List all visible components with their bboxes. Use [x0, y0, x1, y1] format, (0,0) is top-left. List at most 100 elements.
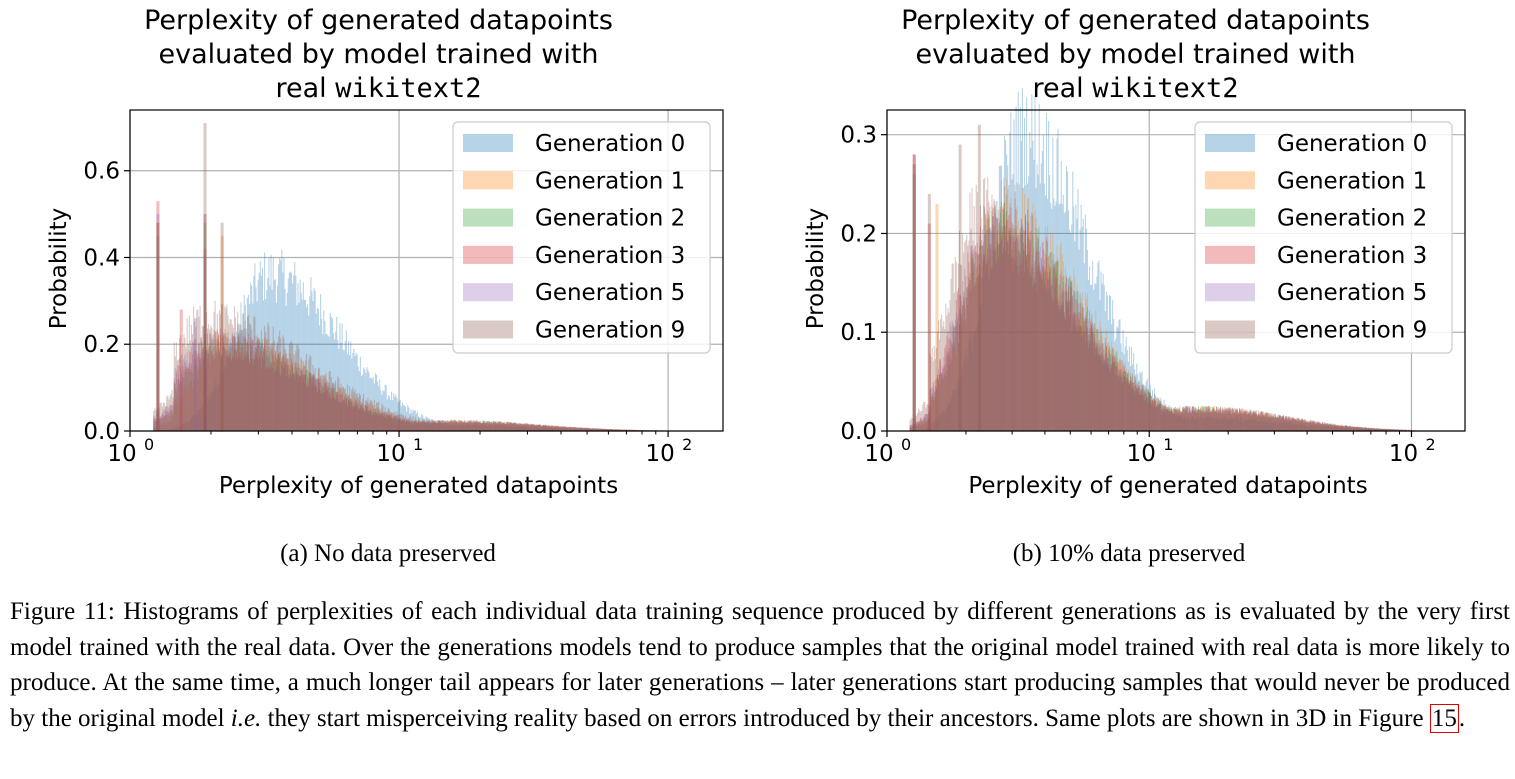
histogram-bar	[168, 412, 170, 431]
histogram-bar	[1258, 414, 1260, 431]
histogram-bar	[560, 426, 562, 431]
histogram-bar	[356, 354, 358, 431]
histogram-bar	[182, 365, 184, 431]
histogram-bar	[199, 411, 201, 431]
histogram-bar	[338, 387, 340, 431]
histogram-bar	[1075, 204, 1077, 431]
histogram-bar	[1034, 96, 1036, 432]
chart-title: Perplexity of generated datapoints evalu…	[0, 4, 757, 106]
histogram-bar	[372, 405, 374, 431]
histogram-bar	[549, 428, 551, 431]
histogram-bar	[450, 421, 452, 431]
histogram-bar	[527, 425, 529, 431]
histogram-bar	[509, 424, 511, 431]
histogram-bar	[927, 428, 929, 431]
histogram-bar	[1258, 422, 1260, 431]
histogram-bar	[493, 421, 495, 431]
histogram-bar	[216, 389, 218, 431]
histogram-bar	[1164, 406, 1166, 431]
histogram-bar	[588, 428, 590, 431]
histogram-bar	[514, 422, 516, 431]
histogram-bar	[309, 371, 311, 431]
histogram-bar	[360, 411, 363, 431]
histogram-bar	[1296, 418, 1298, 431]
histogram-bar	[1216, 409, 1219, 431]
histogram-bar	[483, 423, 485, 431]
histogram-bar	[1063, 317, 1065, 431]
histogram-bar	[988, 201, 990, 431]
histogram-bar	[289, 342, 291, 431]
histogram-bar	[1018, 263, 1020, 431]
histogram-bar	[430, 418, 432, 431]
histogram-bar	[571, 427, 573, 431]
histogram-bar	[914, 422, 916, 431]
histogram-bar	[1298, 418, 1300, 431]
histogram-bar	[241, 343, 243, 431]
histogram-bar	[914, 425, 916, 431]
histogram-bar	[1170, 408, 1172, 431]
histogram-bar	[1121, 382, 1123, 431]
histogram-bar	[1316, 421, 1318, 431]
histogram-bar	[423, 421, 425, 431]
histogram-bar	[1028, 222, 1030, 431]
histogram-bar	[1102, 349, 1104, 431]
histogram-bar	[1101, 336, 1103, 431]
histogram-bar	[286, 359, 288, 431]
histogram-bar	[329, 395, 331, 431]
histogram-bar	[232, 335, 234, 431]
histogram-bar	[554, 425, 556, 431]
histogram-bar	[1105, 292, 1107, 431]
histogram-bar	[1294, 419, 1296, 431]
histogram-bar	[980, 253, 983, 431]
histogram-bar	[170, 393, 172, 431]
histogram-bar	[620, 429, 622, 431]
histogram-bar	[530, 427, 533, 431]
histogram-bar	[1062, 275, 1064, 431]
histogram-bar	[1274, 415, 1276, 431]
histogram-bar	[246, 297, 248, 431]
histogram-bar	[566, 428, 568, 431]
histogram-bar	[1207, 407, 1209, 431]
histogram-bar	[268, 257, 270, 431]
histogram-bar	[1112, 349, 1114, 431]
histogram-bar	[161, 412, 163, 431]
histogram-bar	[227, 337, 229, 431]
histogram-bar	[1069, 229, 1071, 431]
histogram-bar	[455, 420, 457, 431]
histogram-bar	[258, 338, 260, 431]
histogram-bar	[568, 427, 570, 431]
histogram-bar	[1050, 286, 1052, 431]
histogram-bar	[410, 409, 412, 431]
histogram-bar	[362, 374, 364, 431]
histogram-bar	[1038, 225, 1040, 431]
histogram-bar	[359, 394, 361, 431]
histogram-bar	[1277, 423, 1279, 431]
histogram-bar	[300, 359, 302, 431]
histogram-bar	[221, 338, 223, 431]
histogram-bar	[387, 394, 389, 431]
histogram-bar	[207, 353, 209, 431]
chart-title-line: Perplexity of generated datapoints	[144, 5, 613, 36]
histogram-bar	[548, 426, 550, 431]
histogram-bar	[471, 421, 473, 431]
histogram-bar	[258, 355, 260, 431]
histogram-bar	[929, 403, 931, 431]
histogram-bar	[380, 412, 382, 431]
histogram-bar	[1136, 363, 1138, 431]
histogram-bar	[326, 379, 328, 431]
histogram-bar	[989, 274, 991, 431]
histogram-bar	[1139, 394, 1141, 431]
histogram-bar	[527, 424, 529, 431]
histogram-spike	[912, 174, 916, 431]
histogram-bar	[496, 423, 498, 431]
histogram-bar	[585, 427, 587, 431]
histogram-bar	[1231, 407, 1233, 431]
histogram-bar	[322, 387, 324, 431]
histogram-bar	[932, 396, 934, 431]
histogram-bar	[1348, 428, 1350, 431]
histogram-bar	[269, 363, 271, 431]
histogram-bar	[585, 427, 587, 431]
histogram-bar	[522, 424, 524, 431]
histogram-bar	[1210, 411, 1212, 431]
